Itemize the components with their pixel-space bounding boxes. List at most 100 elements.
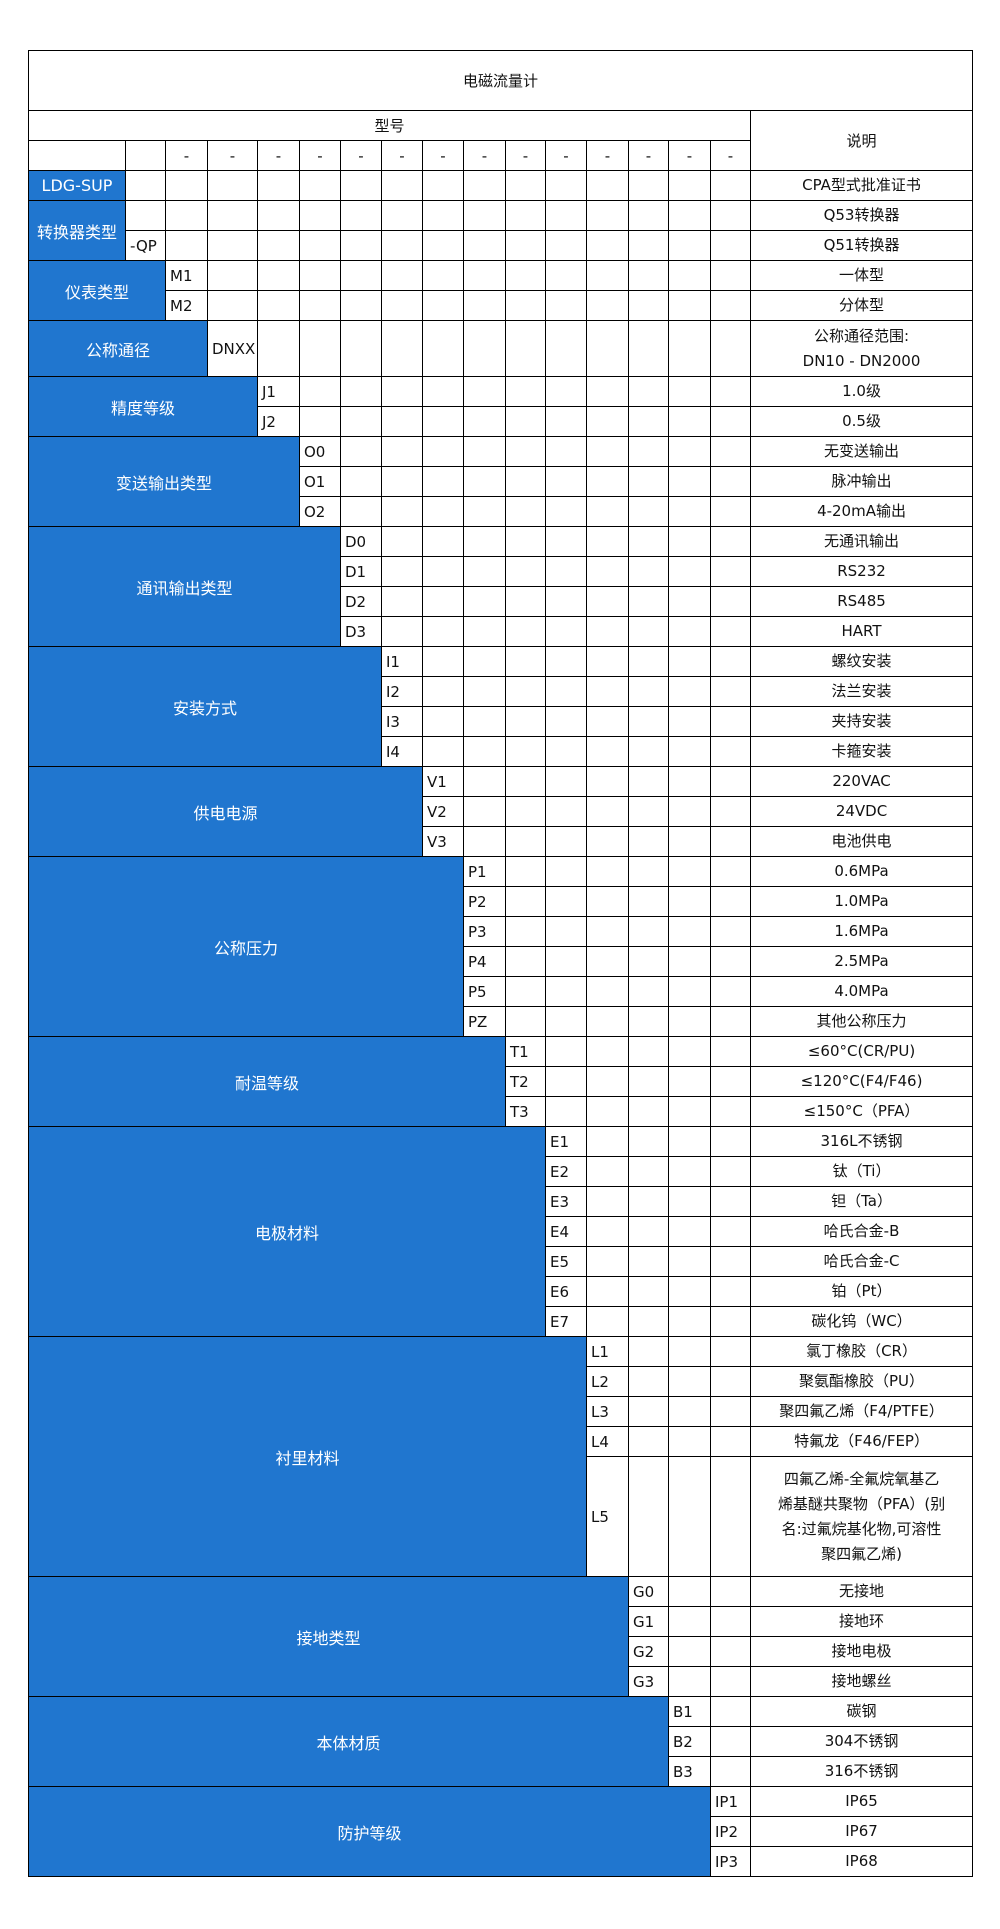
description-line: 0.6MPa bbox=[834, 862, 889, 880]
empty-cell bbox=[422, 706, 464, 737]
empty-cell bbox=[710, 556, 751, 587]
description-cell: Q53转换器 bbox=[749, 200, 974, 231]
empty-cell bbox=[257, 320, 300, 377]
code-cell: P5 bbox=[463, 976, 506, 1007]
empty-cell bbox=[381, 200, 423, 231]
table-row: O2 4-20mA输出 bbox=[29, 496, 974, 527]
empty-cell bbox=[545, 170, 587, 201]
empty-cell bbox=[28, 140, 126, 171]
empty-cell bbox=[668, 1396, 711, 1427]
empty-cell bbox=[586, 1156, 629, 1187]
table-row: G3 接地螺丝 bbox=[29, 1666, 974, 1697]
table-row: P2 1.0MPa bbox=[29, 886, 974, 917]
description-line: DN10 - DN2000 bbox=[802, 351, 921, 370]
empty-cell bbox=[668, 1186, 711, 1217]
empty-cell bbox=[586, 1006, 629, 1037]
description-cell: 24VDC bbox=[749, 796, 974, 827]
description-line: 2.5MPa bbox=[834, 952, 889, 970]
table-row: P3 1.6MPa bbox=[29, 916, 974, 947]
empty-cell bbox=[505, 856, 546, 887]
table-row: M2 分体型 bbox=[29, 290, 974, 321]
empty-cell bbox=[628, 436, 669, 467]
table-row: L5 四氟乙烯-全氟烷氧基乙 烯基醚共聚物（PFA）(别 名:过氟烷基化物,可溶性 聚四… bbox=[29, 1456, 974, 1577]
empty-cell bbox=[710, 436, 751, 467]
empty-cell bbox=[340, 496, 382, 527]
empty-cell bbox=[505, 170, 546, 201]
empty-cell bbox=[710, 1576, 751, 1607]
description-line: 哈氏合金-C bbox=[823, 1252, 900, 1270]
description-cell: IP68 bbox=[749, 1846, 974, 1877]
empty-cell bbox=[586, 1216, 629, 1247]
description-cell: IP65 bbox=[749, 1786, 974, 1817]
empty-cell bbox=[299, 200, 341, 231]
empty-cell bbox=[668, 706, 711, 737]
empty-cell bbox=[381, 406, 423, 437]
empty-cell bbox=[505, 976, 546, 1007]
description-cell: 2.5MPa bbox=[749, 946, 974, 977]
empty-cell bbox=[710, 1006, 751, 1037]
empty-cell bbox=[545, 826, 587, 857]
group-label: 公称压力 bbox=[28, 856, 464, 1037]
empty-cell bbox=[710, 1096, 751, 1127]
empty-cell bbox=[545, 586, 587, 617]
description-line: 一体型 bbox=[839, 266, 885, 284]
empty-cell bbox=[586, 946, 629, 977]
empty-cell bbox=[668, 230, 711, 261]
table-row: E4 哈氏合金-B bbox=[29, 1216, 974, 1247]
separator-cell: - bbox=[422, 140, 464, 171]
description-cell: 无变送输出 bbox=[749, 436, 974, 467]
description-cell: 聚氨酯橡胶（PU） bbox=[749, 1366, 974, 1397]
code-cell: L5 bbox=[586, 1456, 629, 1577]
empty-cell bbox=[710, 676, 751, 707]
empty-cell bbox=[545, 1096, 587, 1127]
description-line: 无通讯输出 bbox=[824, 532, 900, 550]
code-cell: V3 bbox=[422, 826, 464, 857]
empty-cell bbox=[668, 946, 711, 977]
empty-cell bbox=[710, 1336, 751, 1367]
description-line: 钽（Ta） bbox=[831, 1192, 892, 1210]
empty-cell bbox=[463, 260, 506, 291]
table-row: G2 接地电极 bbox=[29, 1636, 974, 1667]
table-row: 电极材料 E1 316L不锈钢 bbox=[28, 1126, 974, 1337]
empty-cell bbox=[668, 170, 711, 201]
code-cell: O0 bbox=[299, 436, 341, 467]
empty-cell bbox=[422, 320, 464, 377]
code-cell: E3 bbox=[545, 1186, 587, 1217]
empty-cell bbox=[299, 170, 341, 201]
empty-cell bbox=[545, 766, 587, 797]
empty-cell bbox=[668, 976, 711, 1007]
empty-cell bbox=[628, 1306, 669, 1337]
empty-cell bbox=[710, 1606, 751, 1637]
empty-cell bbox=[628, 1036, 669, 1067]
description-line: 氯丁橡胶（CR） bbox=[806, 1342, 917, 1360]
description-line: Q51转换器 bbox=[823, 236, 900, 254]
empty-cell bbox=[422, 736, 464, 767]
empty-cell bbox=[668, 766, 711, 797]
empty-cell bbox=[586, 706, 629, 737]
table-row: 供电电源 V1 220VAC bbox=[28, 766, 974, 857]
group-label: 衬里材料 bbox=[28, 1336, 587, 1577]
empty-cell bbox=[125, 170, 166, 201]
separator-cell: - bbox=[340, 140, 382, 171]
table-row: PZ 其他公称压力 bbox=[29, 1006, 974, 1037]
table-row: 转换器类型 Q53转换器 bbox=[28, 200, 974, 261]
description-line: RS232 bbox=[837, 562, 886, 580]
empty-cell bbox=[299, 320, 341, 377]
empty-cell bbox=[668, 466, 711, 497]
description-line: CPA型式批准证书 bbox=[802, 176, 921, 194]
description-cell: 220VAC bbox=[749, 766, 974, 797]
empty-cell bbox=[710, 1666, 751, 1697]
code-cell: E7 bbox=[545, 1306, 587, 1337]
code-cell: B3 bbox=[668, 1756, 711, 1787]
empty-cell bbox=[505, 466, 546, 497]
description-cell: 4-20mA输出 bbox=[749, 496, 974, 527]
empty-cell bbox=[257, 260, 300, 291]
empty-cell bbox=[463, 320, 506, 377]
empty-cell bbox=[165, 230, 208, 261]
empty-cell bbox=[586, 230, 629, 261]
table-row: I3 夹持安装 bbox=[29, 706, 974, 737]
table-row: 通讯输出类型 D0 无通讯输出 bbox=[28, 526, 974, 647]
empty-cell bbox=[628, 406, 669, 437]
table-row: G1 接地环 bbox=[29, 1606, 974, 1637]
code-cell: L1 bbox=[586, 1336, 629, 1367]
